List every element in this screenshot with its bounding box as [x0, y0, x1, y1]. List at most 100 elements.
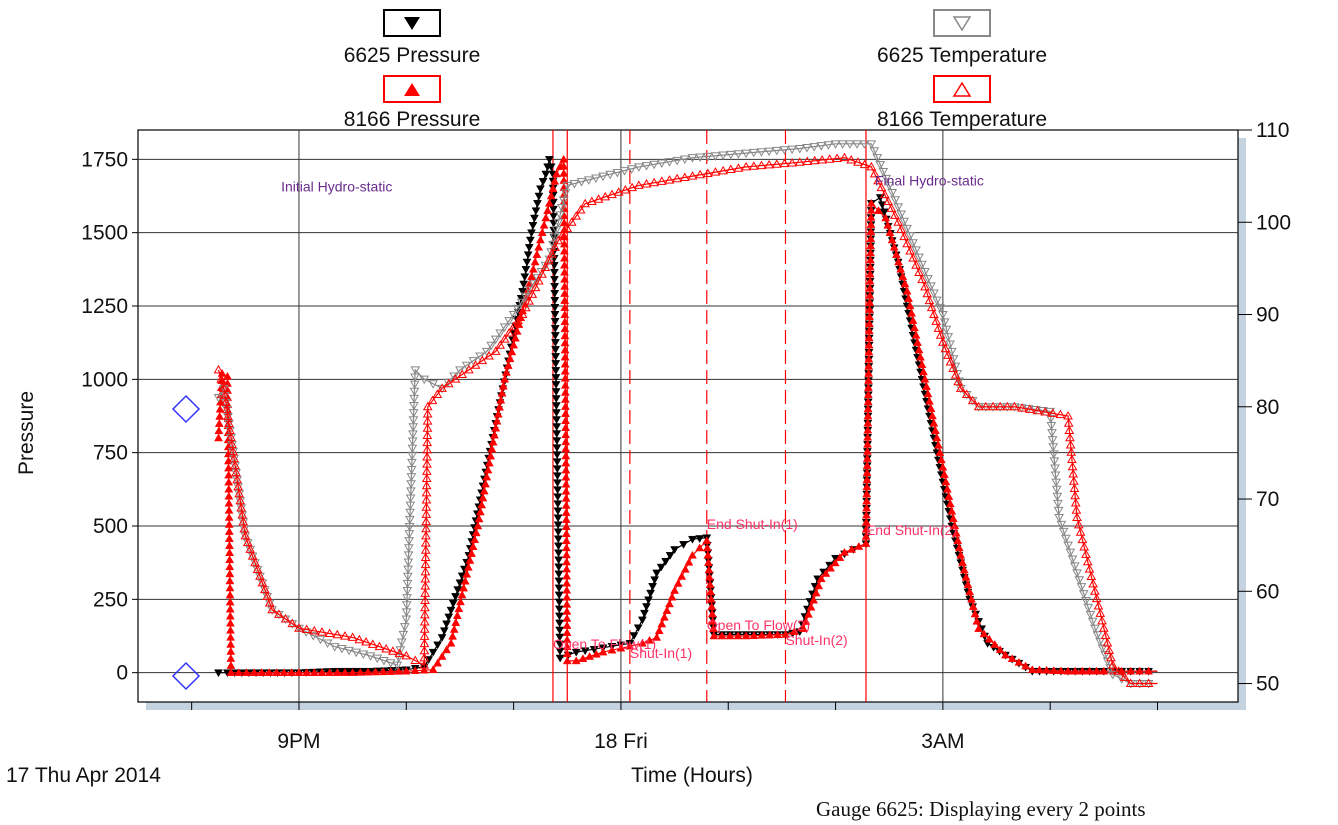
series-point-1 — [585, 652, 595, 660]
series-point-3 — [1081, 549, 1091, 558]
series-point-3 — [422, 416, 433, 425]
series-point-3 — [1082, 556, 1093, 566]
series-point-2 — [308, 632, 319, 641]
series-point-3 — [361, 637, 371, 646]
series-point-3 — [422, 430, 433, 439]
series-point-3 — [853, 157, 863, 166]
legend-swatch-6625-temperature — [933, 9, 991, 37]
series-point-3 — [247, 551, 258, 560]
series-point-3 — [233, 481, 244, 491]
series-point-0 — [555, 640, 565, 649]
y-axis-title: Pressure — [15, 391, 38, 475]
series-point-1 — [920, 374, 930, 383]
series-point-2 — [633, 163, 644, 172]
series-point-3 — [1040, 407, 1050, 416]
series-point-3 — [422, 451, 432, 461]
series-point-1 — [866, 220, 876, 228]
series-point-1 — [916, 352, 925, 361]
series-point-3 — [420, 559, 431, 569]
series-point-0 — [553, 493, 563, 502]
series-point-3 — [627, 182, 637, 192]
series-point-3 — [893, 217, 904, 226]
series-point-1 — [487, 444, 497, 453]
series-point-3 — [550, 242, 560, 251]
series-point-3 — [1106, 652, 1116, 662]
series-point-1 — [562, 656, 572, 665]
series-point-2 — [702, 152, 713, 162]
series-point-1 — [496, 395, 506, 404]
series-point-2 — [1053, 499, 1063, 509]
series-point-3 — [443, 378, 454, 388]
series-point-1 — [475, 507, 485, 516]
series-point-1 — [861, 532, 871, 540]
series-point-3 — [886, 203, 897, 212]
series-point-1 — [958, 558, 967, 566]
series-point-0 — [533, 200, 542, 208]
series-point-0 — [523, 251, 533, 260]
series-point-1 — [652, 632, 662, 641]
series-point-1 — [1099, 666, 1109, 675]
series-point-2 — [1045, 414, 1056, 424]
series-point-3 — [1102, 637, 1113, 647]
series-point-1 — [864, 333, 874, 342]
series-point-1 — [1063, 666, 1073, 675]
series-point-1 — [708, 624, 718, 632]
series-point-0 — [453, 586, 463, 595]
series-point-1 — [452, 611, 462, 619]
series-point-3 — [223, 411, 233, 420]
series-layer — [213, 140, 1158, 689]
series-point-0 — [552, 451, 562, 460]
series-point-3 — [294, 623, 304, 632]
series-point-0 — [555, 612, 564, 621]
series-point-2 — [548, 240, 558, 250]
event-annotation: End Shut-In(1) — [707, 516, 798, 532]
event-annotation: End Shut-In(2) — [866, 522, 957, 538]
series-point-2 — [549, 233, 560, 243]
series-point-2 — [392, 661, 403, 671]
series-point-1 — [861, 517, 871, 526]
series-point-1 — [953, 536, 963, 544]
series-point-1 — [929, 418, 939, 427]
series-point-3 — [420, 588, 431, 597]
series-point-1 — [885, 228, 895, 236]
series-point-1 — [863, 383, 873, 391]
series-point-3 — [866, 161, 877, 171]
series-point-1 — [932, 433, 942, 442]
series-point-0 — [451, 593, 460, 601]
series-point-3 — [955, 383, 966, 392]
annotation-layer: Initial Hydro-static Final Hydro-static En… — [281, 173, 984, 661]
series-point-2 — [396, 638, 407, 648]
series-point-2 — [902, 224, 912, 234]
series-point-1 — [866, 248, 875, 257]
series-point-1 — [972, 616, 982, 625]
series-point-1 — [864, 326, 874, 335]
series-point-1 — [905, 301, 915, 310]
series-point-1 — [507, 347, 517, 356]
series-point-3 — [902, 238, 912, 248]
series-point-2 — [557, 203, 567, 213]
series-point-1 — [798, 624, 808, 632]
y-tick-label: 1500 — [81, 222, 128, 245]
series-point-3 — [421, 509, 432, 518]
series-point-1 — [854, 542, 864, 550]
series-point-3 — [239, 523, 250, 533]
series-point-3 — [222, 404, 232, 413]
series-point-1 — [959, 565, 969, 574]
series-point-3 — [309, 625, 320, 635]
series-point-3 — [1086, 571, 1097, 581]
series-point-1 — [536, 235, 545, 244]
series-point-3 — [929, 309, 939, 319]
series-point-3 — [421, 523, 431, 533]
series-point-1 — [809, 595, 819, 604]
series-point-3 — [421, 502, 432, 511]
series-point-2 — [569, 180, 580, 189]
series-point-2 — [917, 260, 927, 270]
series-point-2 — [641, 162, 652, 171]
series-point-3 — [250, 557, 260, 567]
series-point-0 — [554, 542, 563, 551]
series-point-1 — [773, 630, 783, 639]
series-point-3 — [1072, 512, 1082, 521]
series-point-1 — [900, 279, 910, 288]
series-point-1 — [933, 440, 943, 449]
series-point-1 — [898, 272, 908, 280]
